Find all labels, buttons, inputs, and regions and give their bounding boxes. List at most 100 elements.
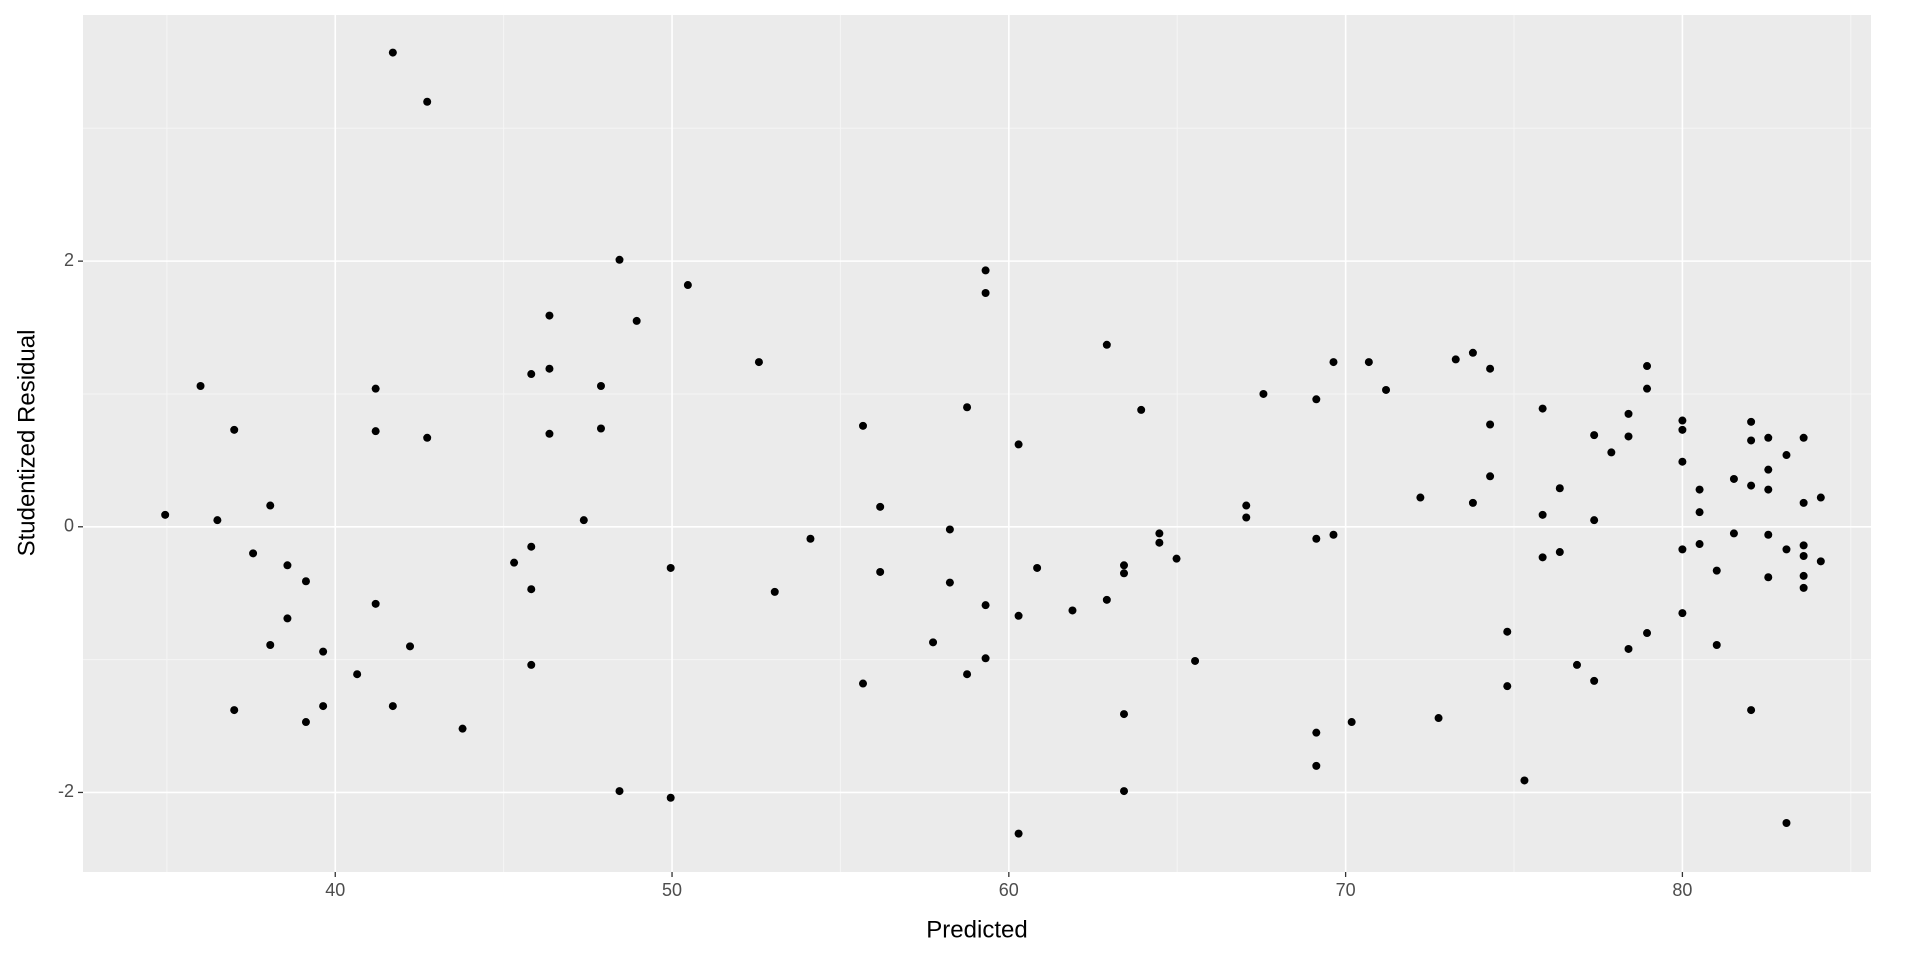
point xyxy=(371,599,380,608)
y-tick-label: -2 xyxy=(58,781,74,801)
point xyxy=(666,563,675,572)
point xyxy=(161,510,170,519)
point xyxy=(981,601,990,610)
panel xyxy=(83,15,1871,872)
point xyxy=(1799,552,1808,561)
point xyxy=(1590,516,1599,525)
point xyxy=(458,724,467,733)
point xyxy=(596,381,605,390)
point xyxy=(876,502,885,511)
point xyxy=(1747,436,1756,445)
point xyxy=(1312,728,1321,737)
y-axis-title: Studentized Residual xyxy=(13,330,40,557)
point xyxy=(615,255,624,264)
point xyxy=(1033,563,1042,572)
point xyxy=(249,549,258,558)
point xyxy=(1137,405,1146,414)
point xyxy=(230,706,239,715)
point xyxy=(1102,595,1111,604)
point xyxy=(1764,485,1773,494)
point xyxy=(632,316,641,325)
point xyxy=(1678,425,1687,434)
point xyxy=(1799,571,1808,580)
point xyxy=(1486,420,1495,429)
point xyxy=(545,364,554,373)
point xyxy=(806,534,815,543)
point xyxy=(981,654,990,663)
point xyxy=(1643,362,1652,371)
point xyxy=(510,558,519,567)
x-tick-label: 60 xyxy=(999,880,1019,900)
point xyxy=(1712,566,1721,575)
point xyxy=(1068,606,1077,615)
point xyxy=(545,429,554,438)
point xyxy=(858,679,867,688)
point xyxy=(1555,484,1564,493)
point xyxy=(319,702,328,711)
point xyxy=(1729,474,1738,483)
x-tick-label: 50 xyxy=(662,880,682,900)
point xyxy=(1155,529,1164,538)
point xyxy=(945,525,954,534)
point xyxy=(1014,829,1023,838)
point xyxy=(1782,545,1791,554)
point xyxy=(1120,710,1129,719)
point xyxy=(1538,553,1547,562)
point xyxy=(1172,554,1181,563)
point xyxy=(1538,404,1547,413)
point xyxy=(1712,640,1721,649)
point xyxy=(1782,818,1791,827)
point xyxy=(1486,472,1495,481)
x-axis-title: Predicted xyxy=(926,916,1027,943)
point xyxy=(1764,573,1773,582)
point xyxy=(929,638,938,647)
point xyxy=(1364,358,1373,367)
point xyxy=(1312,534,1321,543)
point xyxy=(230,425,239,434)
point xyxy=(406,642,415,651)
point xyxy=(1695,485,1704,494)
point xyxy=(1764,433,1773,442)
point xyxy=(266,501,275,510)
point xyxy=(666,793,675,802)
point xyxy=(196,381,205,390)
point xyxy=(1014,440,1023,449)
point xyxy=(527,542,536,551)
point xyxy=(1799,498,1808,507)
point xyxy=(1451,355,1460,364)
point xyxy=(754,358,763,367)
y-tick-label: 2 xyxy=(64,250,74,270)
point xyxy=(1747,706,1756,715)
point xyxy=(615,787,624,796)
point xyxy=(527,660,536,669)
point xyxy=(527,370,536,379)
point xyxy=(1624,644,1633,653)
point xyxy=(1607,448,1616,457)
point xyxy=(388,48,397,57)
point xyxy=(1799,433,1808,442)
point xyxy=(1155,538,1164,547)
point xyxy=(1120,561,1129,570)
point xyxy=(1678,545,1687,554)
point xyxy=(283,561,292,570)
point xyxy=(1259,389,1268,398)
point xyxy=(1643,629,1652,638)
point xyxy=(1191,656,1200,665)
point xyxy=(1643,384,1652,393)
point xyxy=(1747,481,1756,490)
point xyxy=(1816,557,1825,566)
point xyxy=(527,585,536,594)
point xyxy=(353,670,362,679)
point xyxy=(1312,395,1321,404)
point xyxy=(596,424,605,433)
point xyxy=(579,516,588,525)
point xyxy=(876,567,885,576)
point xyxy=(371,427,380,436)
point xyxy=(1764,465,1773,474)
point xyxy=(1695,508,1704,517)
point xyxy=(963,670,972,679)
point xyxy=(1347,718,1356,727)
x-tick-label: 70 xyxy=(1336,880,1356,900)
point xyxy=(963,403,972,412)
